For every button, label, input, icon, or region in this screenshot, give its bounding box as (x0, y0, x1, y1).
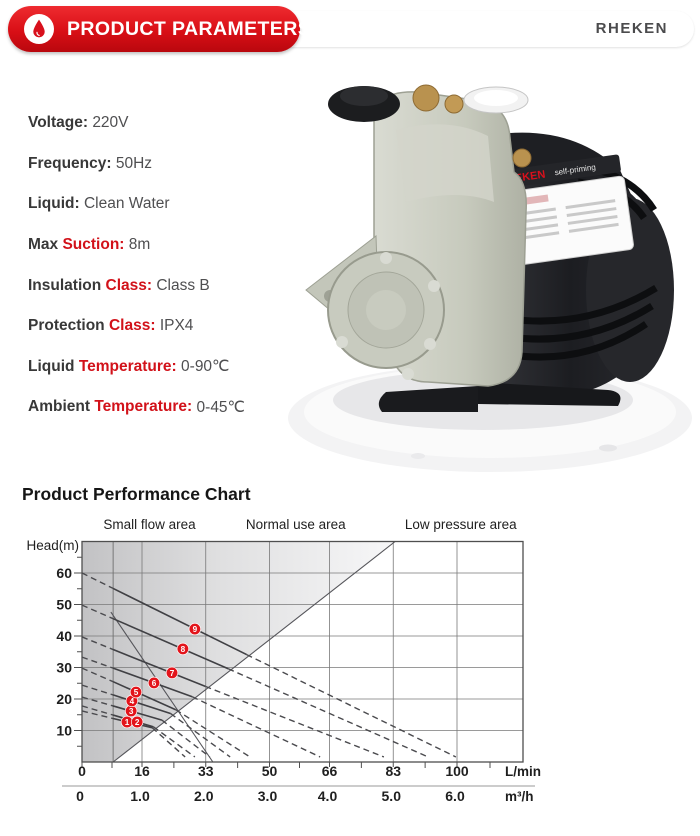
svg-text:3.0: 3.0 (258, 788, 278, 804)
performance-chart: 1 2 3 4 5 6 7 8 9 10 20 30 40 50 60 0 16 33 50 66 83 100 0 1.0 2… (0, 480, 700, 836)
brass-fitting (412, 84, 440, 112)
section-title: PRODUCT PARAMETERS (67, 17, 312, 40)
svg-text:7: 7 (170, 669, 175, 678)
spec-row-liquid-temp: Liquid Temperature: 0-90℃ (28, 357, 230, 376)
svg-text:1.0: 1.0 (130, 788, 150, 804)
svg-text:33: 33 (198, 763, 214, 779)
svg-text:10: 10 (56, 723, 72, 739)
pump-base (478, 382, 621, 406)
spec-row-frequency: Frequency: 50Hz (28, 154, 153, 172)
svg-text:40: 40 (56, 628, 72, 644)
spec-row-insulation: Insulation Class: Class B (28, 276, 210, 294)
svg-text:2.0: 2.0 (194, 788, 214, 804)
svg-text:m³/h: m³/h (505, 789, 534, 804)
svg-text:5.0: 5.0 (382, 788, 402, 804)
svg-text:0: 0 (76, 788, 84, 804)
svg-text:Head(m): Head(m) (26, 538, 79, 553)
spec-row-ambient-temp: Ambient Temperature: 0-45℃ (28, 398, 245, 416)
header-bar: RHEKEN (16, 11, 694, 47)
svg-text:83: 83 (385, 763, 401, 779)
svg-text:0: 0 (78, 763, 86, 779)
svg-text:Normal use area: Normal use area (246, 517, 346, 532)
product-image: RHEKEN self-priming (278, 52, 700, 484)
svg-text:L/min: L/min (505, 764, 541, 779)
svg-text:50: 50 (56, 597, 72, 613)
spec-list: Voltage: 220V Frequency: 50Hz Liquid: Cl… (28, 103, 245, 428)
spec-row-protection: Protection Class: IPX4 (28, 317, 194, 335)
svg-text:2: 2 (135, 718, 140, 727)
cover-bolts (336, 252, 440, 380)
section-title-badge: PRODUCT PARAMETERS (8, 6, 311, 52)
chart-title: Product Performance Chart (22, 484, 251, 504)
svg-text:50: 50 (262, 763, 278, 779)
svg-text:Low pressure area: Low pressure area (405, 517, 517, 532)
spec-row-voltage: Voltage: 220V (28, 114, 129, 132)
svg-text:8: 8 (181, 645, 186, 654)
spec-row-suction: Max Suction: 8m (28, 236, 151, 254)
spec-row-liquid: Liquid: Clean Water (28, 195, 170, 213)
svg-text:60: 60 (56, 565, 72, 581)
svg-text:5: 5 (134, 688, 139, 697)
svg-text:3: 3 (129, 707, 134, 716)
svg-text:4.0: 4.0 (318, 788, 338, 804)
svg-text:66: 66 (322, 763, 338, 779)
svg-text:Small flow area: Small flow area (103, 517, 196, 532)
svg-text:30: 30 (56, 660, 72, 676)
svg-text:4: 4 (130, 697, 135, 706)
svg-text:20: 20 (56, 691, 72, 707)
svg-text:6.0: 6.0 (445, 788, 465, 804)
svg-text:16: 16 (134, 763, 150, 779)
svg-text:1: 1 (125, 718, 130, 727)
water-drop-icon (24, 14, 54, 44)
brand-logo-text: RHEKEN (595, 20, 668, 37)
svg-text:9: 9 (193, 625, 198, 634)
svg-text:100: 100 (445, 763, 469, 779)
svg-text:6: 6 (152, 679, 157, 688)
